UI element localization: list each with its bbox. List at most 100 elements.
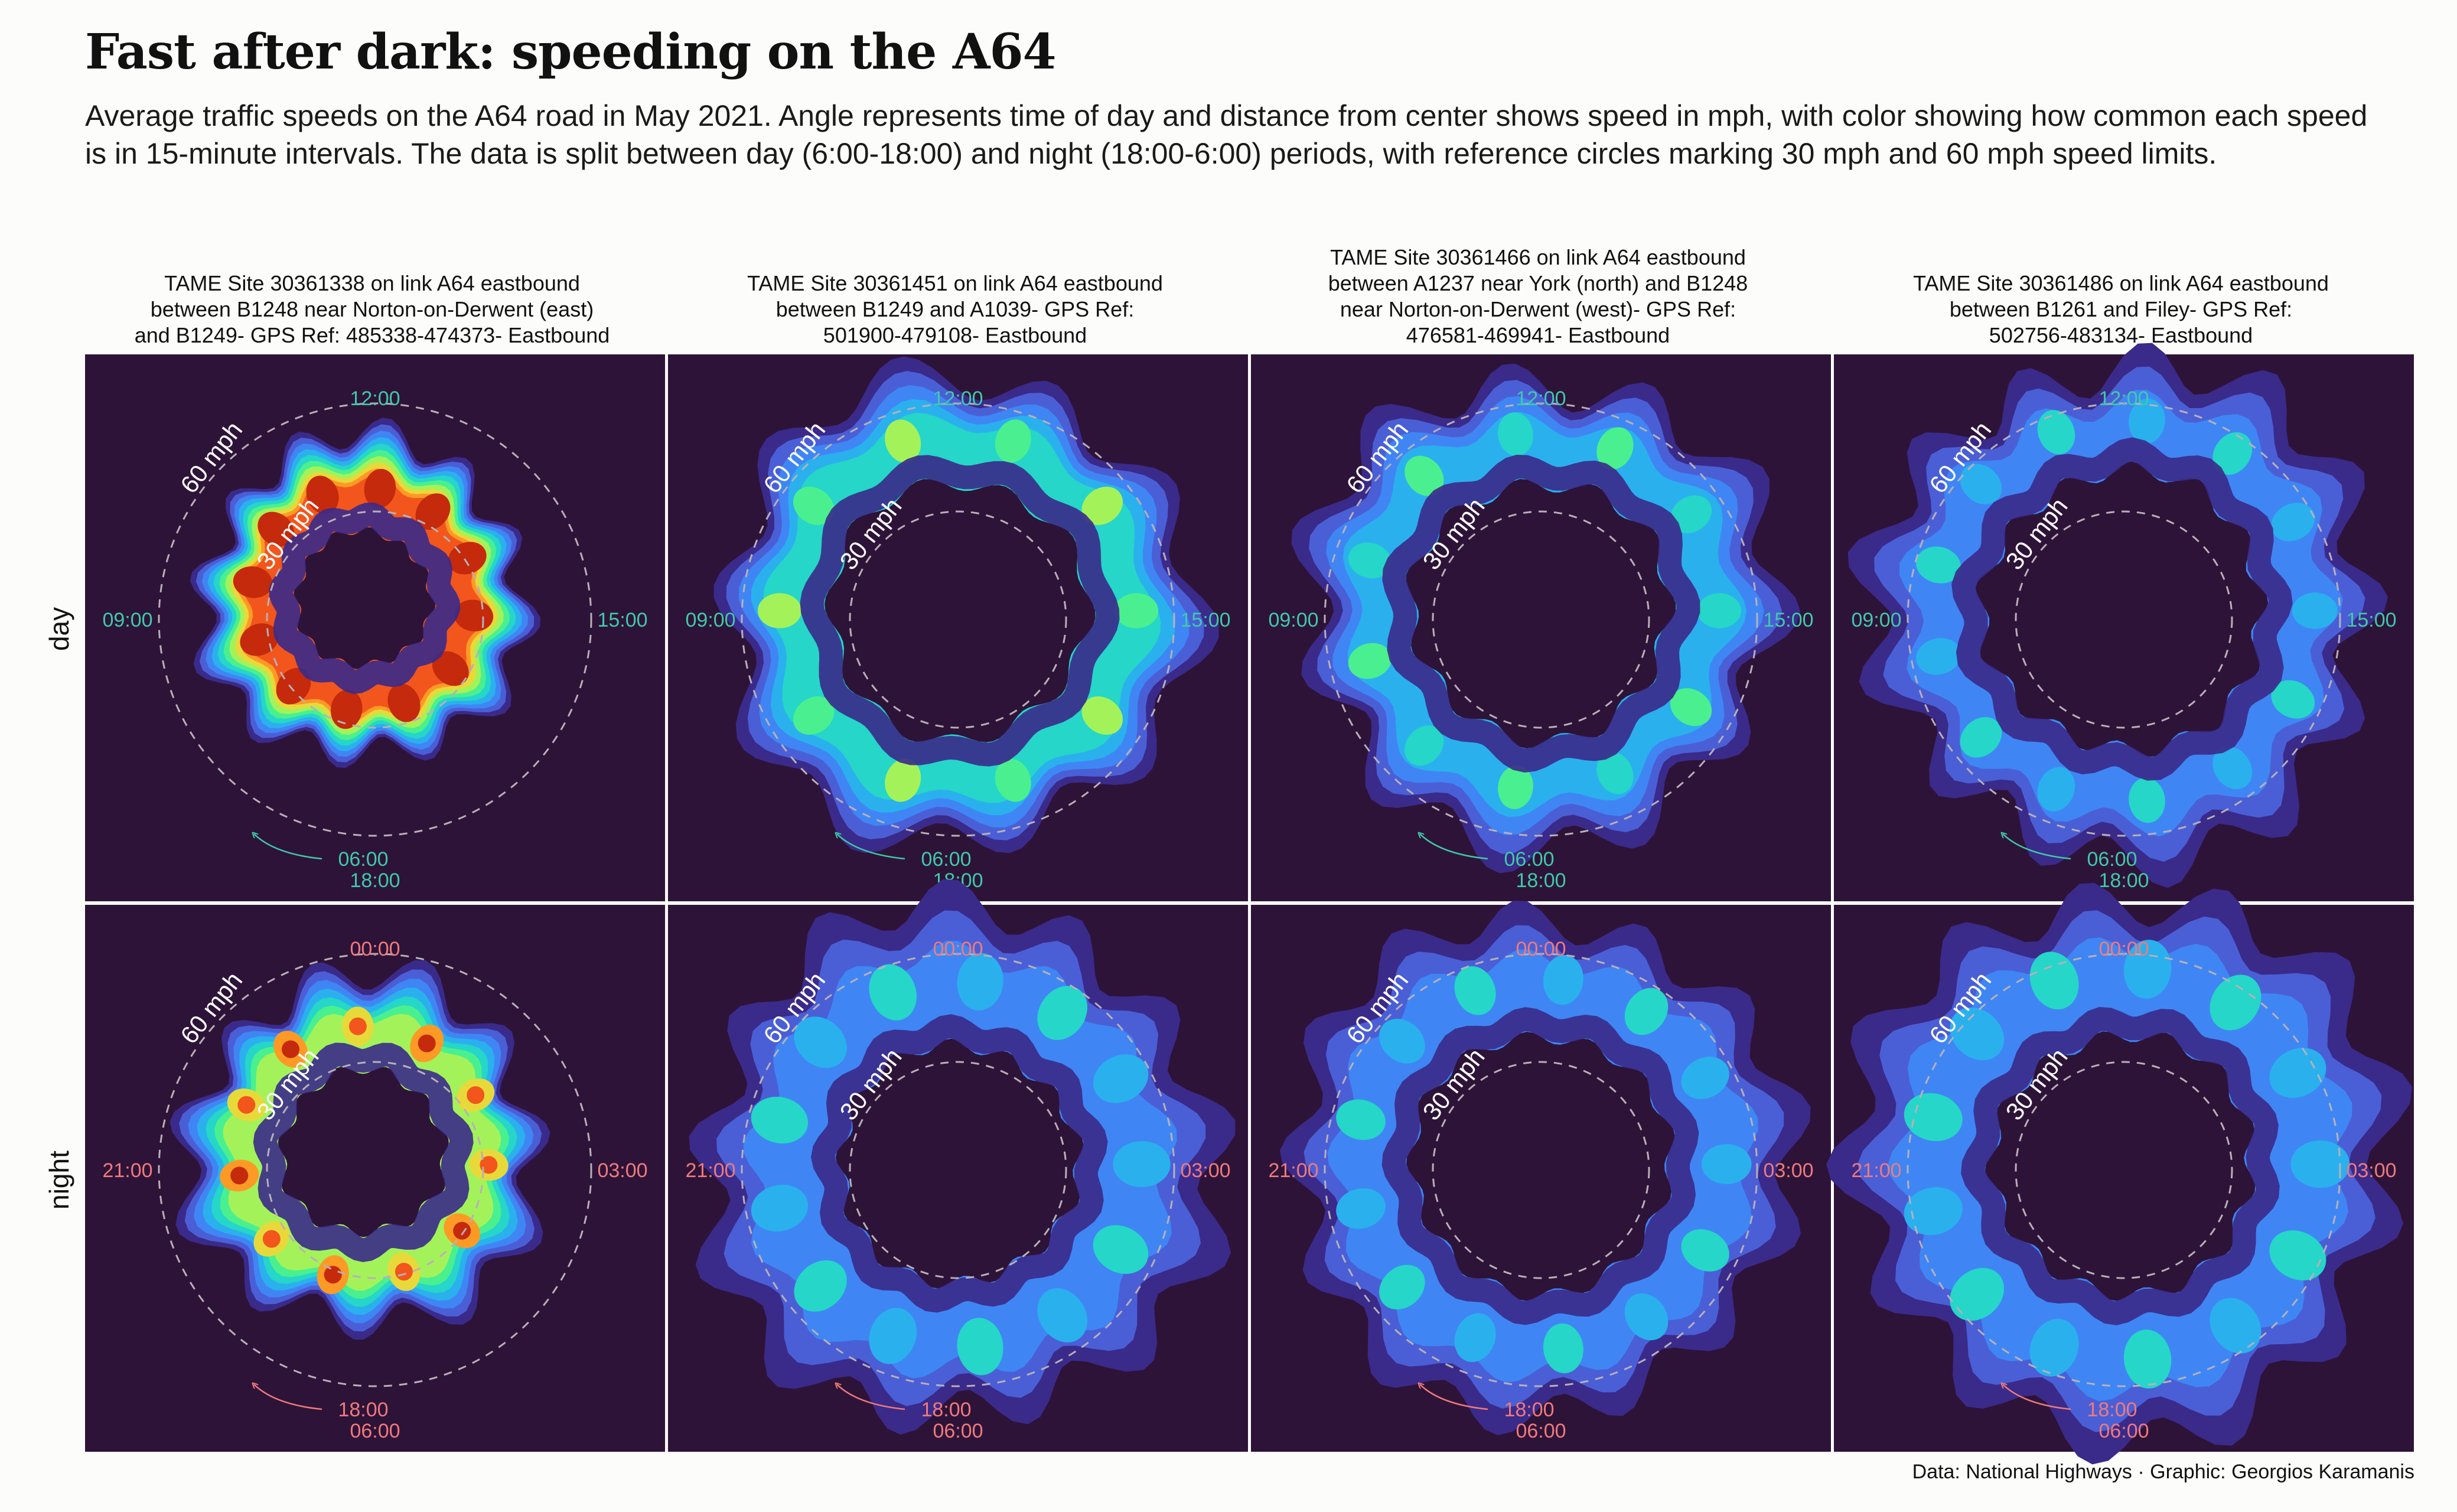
density-peak: [1348, 643, 1392, 679]
tick-top: 12:00: [350, 387, 400, 410]
tick-left: 21:00: [685, 1159, 735, 1182]
density-peak: [1916, 638, 1961, 675]
density-peak: [2037, 410, 2075, 455]
density-peak: [869, 1308, 917, 1364]
ref-circle-30: [849, 1061, 1067, 1279]
tick-top: 00:00: [350, 938, 400, 960]
tick-bottom-end: 06:00: [2098, 1420, 2149, 1442]
density-core: [282, 1040, 299, 1058]
tick-right: 03:00: [597, 1159, 647, 1182]
density-peak: [2123, 1329, 2172, 1389]
ring-hole: [294, 527, 436, 669]
density-peak: [794, 1016, 847, 1068]
density-core: [324, 1266, 342, 1284]
density-peak: [2210, 975, 2262, 1031]
density-peak: [2210, 1298, 2262, 1354]
ref-circle-60: [1907, 402, 2341, 837]
density-peak: [1701, 1144, 1752, 1184]
ring-inner-edge: [1951, 437, 2293, 781]
ring-inner-edge: [810, 1014, 1108, 1313]
tick-left: 21:00: [1851, 1159, 1901, 1182]
density-core: [467, 1086, 485, 1104]
tick-bottom-start: 18:00: [338, 1399, 388, 1421]
site-title-2: TAME Site 30361451 on link A64 eastbound…: [747, 271, 1163, 347]
ring-hole: [1406, 479, 1676, 749]
tick-right: 03:00: [2346, 1159, 2396, 1182]
ring-inner-edge: [800, 455, 1120, 767]
density-peak: [1037, 986, 1088, 1040]
density-core: [465, 607, 483, 625]
ref-circle-30: [1432, 1061, 1650, 1279]
density-peak: [1681, 1229, 1729, 1272]
density-peak: [995, 419, 1031, 463]
density-peak: [2269, 1230, 2326, 1280]
tick-bottom-end: 06:00: [350, 1420, 400, 1442]
density-peak: [1950, 1007, 2005, 1061]
ref-circle-60: [158, 953, 592, 1387]
density-peak: [751, 1184, 809, 1232]
ref-circle-30: [266, 1061, 484, 1279]
direction-arrow: [837, 1384, 905, 1410]
density-core: [458, 549, 477, 567]
density-peak: [1348, 542, 1392, 579]
tick-left: 21:00: [102, 1159, 152, 1182]
density-peak: [1624, 988, 1669, 1035]
density-peak: [1454, 1313, 1496, 1363]
density-peak: [1405, 725, 1444, 766]
density-core: [418, 1034, 436, 1052]
tick-left: 09:00: [1268, 609, 1318, 631]
density-peak: [1960, 464, 2002, 504]
chart-subtitle: Average traffic speeds on the A64 road i…: [85, 99, 2368, 170]
density-core: [424, 503, 442, 521]
density-peak: [1543, 954, 1583, 1005]
ring-inner-edge: [1382, 454, 1700, 773]
ref-circle-60: [1324, 953, 1758, 1387]
density-core: [285, 677, 302, 695]
ref-circle-30: [1432, 510, 1650, 729]
density-peak: [1681, 1057, 1729, 1099]
density-peak: [1114, 593, 1159, 628]
density-peak: [1596, 427, 1634, 470]
density-peak: [1113, 1141, 1171, 1187]
tick-right: 15:00: [2346, 609, 2396, 631]
density-peak: [757, 593, 802, 628]
tick-right: 03:00: [1180, 1159, 1230, 1182]
density-peak: [957, 1318, 1003, 1376]
density-core: [314, 485, 331, 504]
tick-top: 12:00: [1516, 387, 1566, 410]
tick-top: 12:00: [933, 387, 983, 410]
density-peak: [1454, 966, 1496, 1015]
density-peak: [995, 758, 1031, 802]
density-peak: [869, 964, 917, 1021]
density-core: [337, 700, 356, 718]
tick-left: 21:00: [1268, 1159, 1318, 1182]
ref-circle-30: [849, 510, 1067, 729]
density-peak: [2129, 777, 2165, 823]
density-peak: [2029, 951, 2079, 1010]
ref-circle-30: [2015, 1061, 2233, 1279]
density-core: [480, 1156, 498, 1174]
density-peak: [1336, 1188, 1386, 1229]
ring-hole: [1406, 1031, 1675, 1301]
density-peak: [2129, 398, 2165, 444]
ring-hole: [835, 1038, 1084, 1289]
density-peak: [1498, 412, 1533, 457]
density-peak: [1960, 717, 2002, 758]
density-peak: [1596, 751, 1634, 794]
direction-arrow: [1420, 1384, 1488, 1410]
density-peak: [885, 419, 921, 463]
ref-circle-30: [266, 510, 484, 729]
density-peak: [1081, 487, 1123, 525]
density-peak: [794, 1260, 847, 1312]
density-peak: [1950, 1267, 2005, 1321]
tick-right: 03:00: [1763, 1159, 1813, 1182]
tick-bottom-start: 06:00: [338, 848, 388, 871]
density-core: [262, 1230, 281, 1248]
caption: Data: National Highways · Graphic: Georg…: [1912, 1461, 2414, 1483]
density-peak: [957, 953, 1003, 1011]
tick-bottom-end: 18:00: [350, 869, 400, 892]
density-peak: [1697, 593, 1741, 628]
